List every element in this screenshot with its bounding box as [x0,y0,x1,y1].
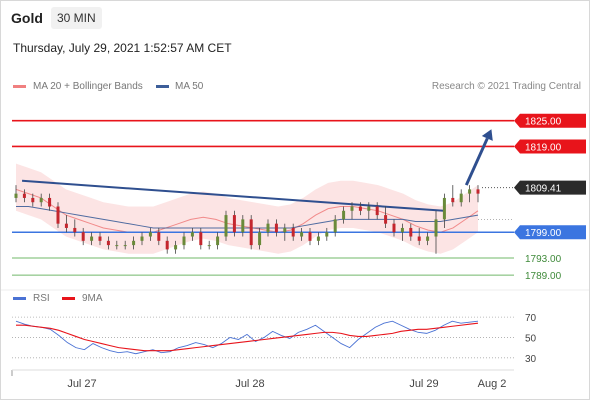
projection-arrow-shaft [464,137,489,186]
rsi-ma-line [16,322,479,352]
x-tick-label: Jul 28 [235,378,264,390]
ma50-legend-label: MA 50 [175,81,204,92]
candle [190,232,194,237]
candle [224,215,228,237]
candle [157,232,161,241]
chart-datetime: Thursday, July 29, 2021 1:52:57 AM CET [13,41,232,55]
level-label-1819.00: 1819.00 [525,142,562,153]
last-price-label: 1809.41 [525,184,562,195]
candle [375,206,379,216]
candle [22,193,26,198]
last-price-tag [514,180,586,195]
candle [291,227,295,237]
candle [350,206,354,211]
rsi-tick-70: 70 [525,313,537,324]
candle [400,227,404,233]
bollinger-band [16,163,478,254]
candle [132,240,136,246]
level-label-1825.00: 1825.00 [525,117,562,128]
candle [283,227,287,233]
candle [266,223,270,233]
candle [48,197,52,207]
candle [56,206,60,224]
chart-header: Gold 30 MIN [0,0,590,36]
candle [232,215,236,233]
candle [451,197,455,203]
rsi-line [15,320,479,355]
candle [249,219,253,246]
candle [31,197,35,203]
candle [106,240,110,246]
candle [392,223,396,233]
level-tag-1819.00 [514,139,586,154]
ma20-legend-label: MA 20 + Bollinger Bands [33,81,143,92]
candle [98,236,102,241]
candle [241,219,245,233]
candle [434,219,438,237]
x-tick-label: Jul 29 [409,378,438,390]
level-label-1793.00: 1793.00 [525,254,562,265]
candle [39,197,43,203]
candle [442,197,446,220]
candle [333,219,337,233]
candle [182,236,186,246]
candle [148,232,152,237]
candle [90,236,94,241]
candle [308,232,312,241]
candle [316,236,320,241]
candle [258,232,262,246]
candle [14,193,18,198]
candle [123,245,127,247]
candle [207,245,211,247]
trendline [21,179,444,212]
candle [64,223,68,228]
level-label-1789.00: 1789.00 [525,271,562,282]
candle [417,236,421,241]
level-label-1799.00: 1799.00 [525,228,562,239]
ma9-legend-label: 9MA [82,293,103,304]
candle [300,232,304,237]
level-tag-1825.00 [514,113,586,128]
candle [468,189,472,194]
x-tick-label: Aug 2 [478,378,507,390]
level-tag-1799.00 [514,225,586,240]
ma20-line [15,188,479,233]
candle [476,189,480,194]
candle [174,245,178,250]
interval-button[interactable]: 30 MIN [51,7,102,29]
candle [81,232,85,241]
rsi-legend-label: RSI [33,293,50,304]
candle [165,240,169,250]
candle [384,215,388,224]
candle [409,227,413,237]
copyright-text: Research © 2021 Trading Central [431,81,581,92]
candle [73,227,77,233]
candle [459,193,463,203]
candle [342,210,346,220]
candle [216,236,220,246]
candle [274,223,278,233]
candle [426,236,430,241]
rsi-legend-swatch [13,297,26,300]
projection-arrow-head [481,129,493,141]
candle [140,236,144,241]
ma50-line [16,206,479,229]
candle [358,206,362,211]
candle [199,232,203,246]
x-tick-label: Jul 27 [67,378,96,390]
symbol-title: Gold [11,10,43,26]
candle [367,206,371,211]
candle [115,245,119,247]
candle [325,232,329,237]
rsi-tick-50: 50 [525,333,537,344]
ma20-legend-swatch [13,85,26,88]
ma50-legend-swatch [156,85,169,88]
rsi-tick-30: 30 [525,354,537,365]
ma9-legend-swatch [62,297,75,300]
